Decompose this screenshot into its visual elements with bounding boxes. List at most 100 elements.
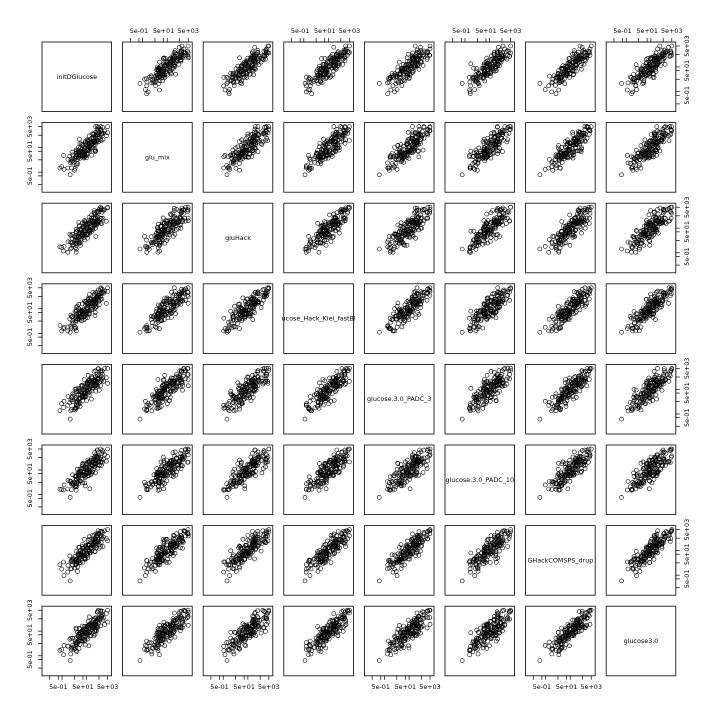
data-point: [669, 43, 675, 49]
data-point: [249, 57, 254, 62]
data-point: [317, 144, 322, 150]
data-point: [94, 124, 100, 129]
data-point: [82, 377, 87, 382]
data-point: [633, 228, 639, 233]
data-point: [666, 301, 671, 306]
data-point: [542, 87, 548, 92]
data-point: [376, 81, 382, 86]
data-point: [666, 44, 671, 50]
data-point: [334, 127, 340, 132]
data-point: [151, 78, 157, 84]
data-point: [395, 64, 401, 70]
data-point: [263, 48, 269, 54]
data-point: [480, 76, 486, 81]
data-point: [399, 158, 405, 164]
data-point: [262, 53, 268, 59]
data-point: [241, 152, 247, 158]
data-point: [304, 163, 309, 168]
data-point: [84, 152, 89, 157]
data-point: [233, 149, 238, 155]
data-point: [92, 148, 98, 154]
data-point: [553, 83, 558, 88]
data-point: [252, 66, 257, 71]
data-point: [306, 153, 311, 158]
data-point: [405, 130, 411, 135]
data-point: [145, 89, 151, 95]
data-point: [253, 130, 259, 135]
data-point: [251, 149, 256, 155]
data-point: [161, 61, 166, 67]
data-point: [255, 149, 261, 154]
data-point: [633, 147, 639, 153]
data-point: [95, 128, 101, 134]
data-point: [394, 87, 400, 92]
data-point: [319, 56, 324, 61]
data-point: [342, 124, 347, 130]
data-point: [336, 230, 342, 236]
data-point: [643, 57, 649, 62]
data-point: [669, 53, 675, 58]
data-point: [496, 212, 502, 218]
data-point: [467, 75, 472, 80]
data-point: [484, 211, 490, 217]
data-point: [337, 54, 342, 60]
data-point: [553, 91, 559, 96]
data-point: [255, 124, 261, 129]
data-point: [399, 68, 404, 74]
data-point: [493, 64, 499, 70]
data-point: [241, 74, 247, 80]
data-point: [153, 83, 158, 88]
data-point: [137, 416, 143, 422]
data-point: [84, 155, 89, 160]
data-point: [556, 87, 562, 93]
data-point: [302, 172, 308, 178]
data-point: [70, 158, 75, 164]
data-point: [325, 59, 331, 65]
data-point: [327, 59, 332, 65]
panel-1-0: [41, 122, 112, 193]
data-point: [239, 64, 244, 69]
data-point: [409, 54, 415, 60]
data-point: [416, 67, 422, 72]
data-point: [323, 76, 329, 81]
data-point: [321, 136, 326, 142]
data-point: [61, 244, 67, 249]
data-point: [330, 134, 335, 140]
data-point: [468, 308, 474, 314]
data-point: [147, 75, 152, 80]
data-point: [495, 62, 501, 67]
data-point: [484, 65, 489, 71]
data-point: [143, 87, 148, 92]
data-point: [185, 48, 190, 54]
data-point: [577, 307, 583, 313]
data-point: [226, 75, 231, 81]
data-point: [65, 157, 71, 162]
panel-frame: [283, 122, 354, 193]
data-point: [387, 154, 393, 160]
data-point: [319, 152, 325, 157]
data-point: [505, 125, 511, 130]
data-point: [414, 54, 419, 60]
data-point: [398, 79, 404, 85]
data-point: [321, 62, 327, 67]
data-point: [474, 66, 479, 71]
data-point: [575, 56, 581, 62]
data-point: [307, 157, 313, 162]
data-point: [412, 43, 418, 49]
data-point: [303, 83, 309, 89]
data-point: [497, 50, 503, 55]
data-point: [85, 372, 91, 378]
data-point: [467, 91, 473, 96]
data-point: [488, 131, 494, 136]
data-point: [233, 145, 238, 151]
data-point: [641, 80, 647, 85]
data-point: [646, 212, 652, 218]
data-point: [404, 152, 410, 157]
panel-3-0: [41, 283, 112, 354]
panel-2-0: [41, 202, 112, 274]
data-point: [636, 75, 642, 81]
data-point: [472, 160, 477, 165]
data-point: [257, 137, 262, 143]
data-point: [242, 61, 248, 67]
data-point: [494, 124, 500, 130]
